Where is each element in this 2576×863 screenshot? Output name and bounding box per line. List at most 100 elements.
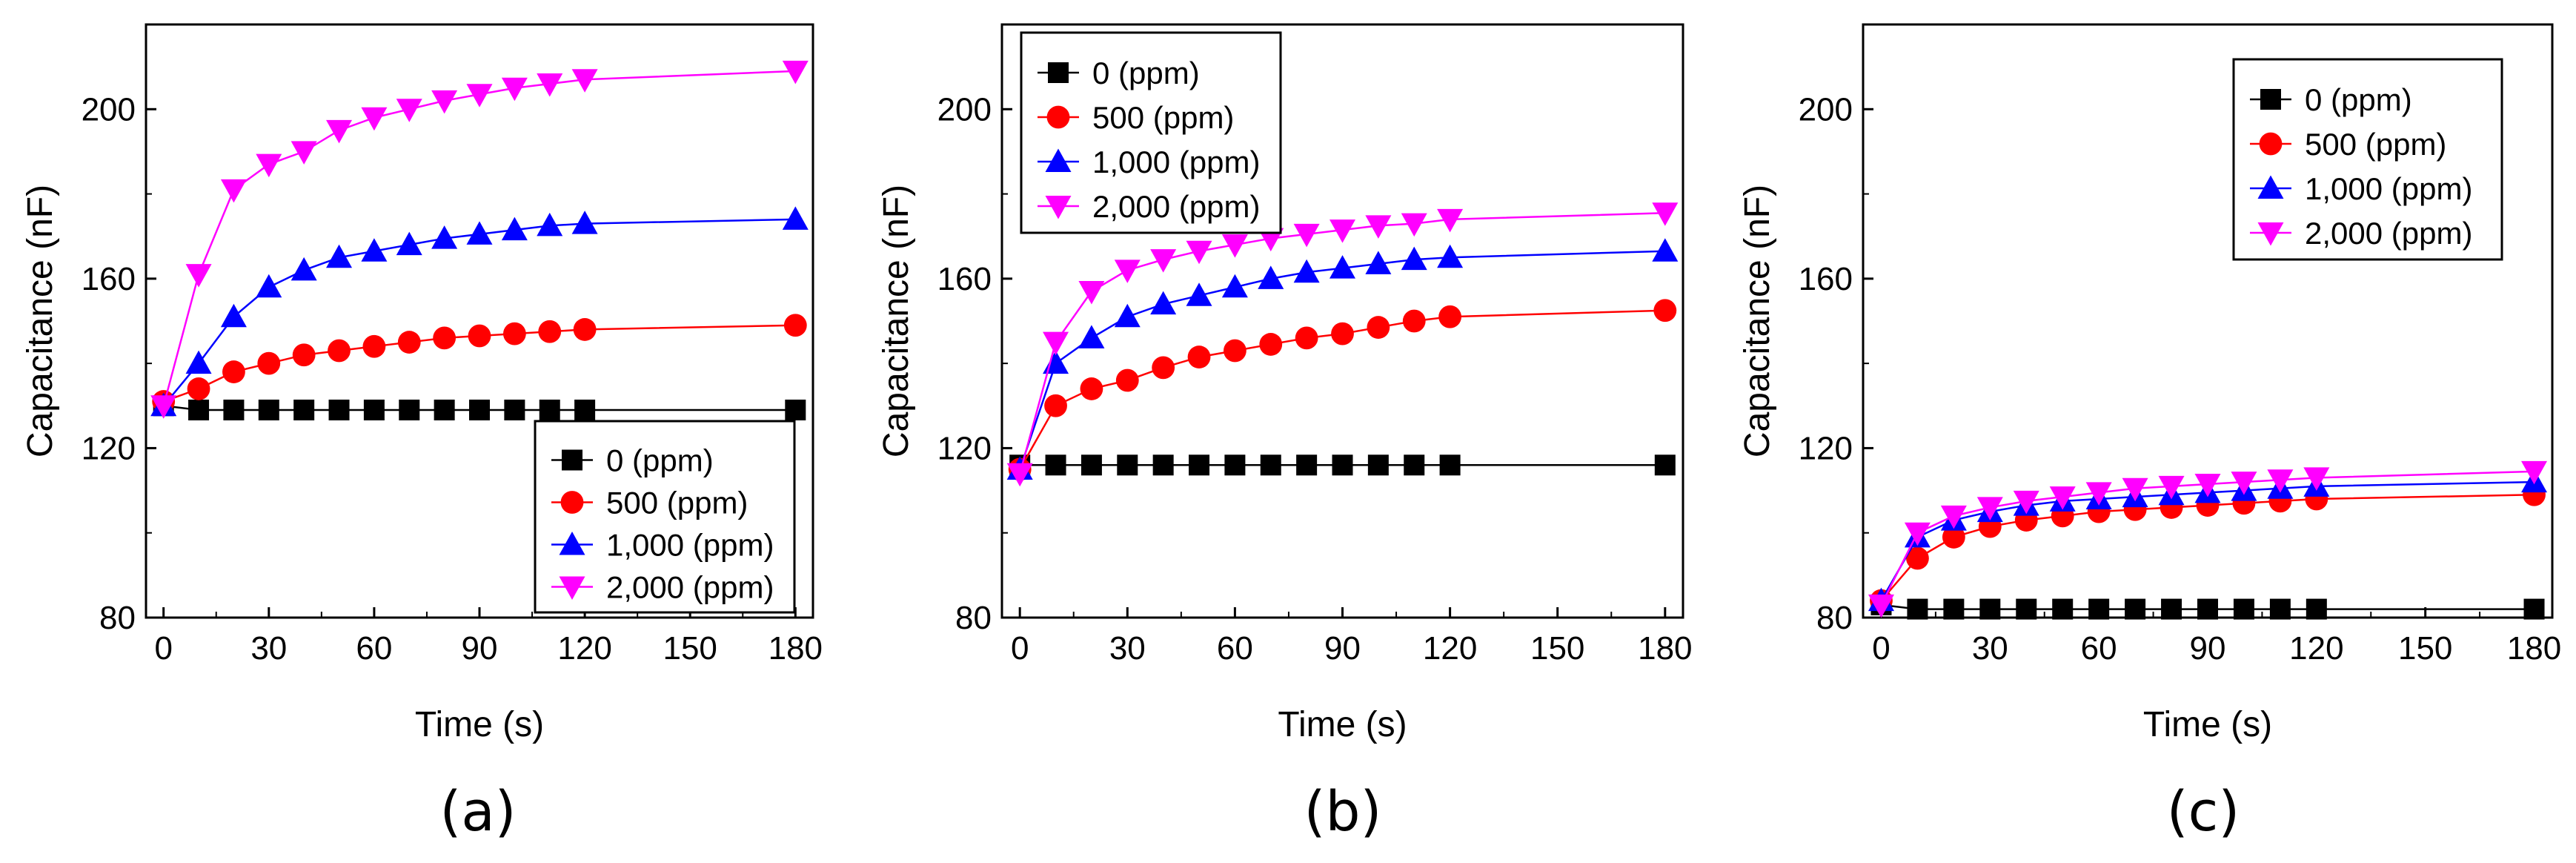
x-tick-label: 30 xyxy=(1109,630,1146,667)
legend-label: 1,000 (ppm) xyxy=(2305,171,2472,206)
data-point xyxy=(1401,213,1427,237)
legend-label: 1,000 (ppm) xyxy=(606,528,774,563)
x-tick-label: 150 xyxy=(1530,630,1584,667)
data-point xyxy=(1258,265,1284,289)
data-point xyxy=(1401,246,1427,271)
data-point xyxy=(291,257,317,281)
data-point xyxy=(1080,377,1103,400)
data-point xyxy=(1868,594,1894,618)
panel-label: (a) xyxy=(439,780,516,844)
data-point xyxy=(2194,474,2221,497)
data-point xyxy=(1331,322,1354,345)
data-point xyxy=(256,274,282,298)
data-point xyxy=(1942,526,1965,549)
data-point xyxy=(1330,255,1355,279)
legend-marker xyxy=(562,449,582,471)
x-tick-label: 180 xyxy=(2507,630,2561,667)
data-point xyxy=(396,231,422,256)
data-point xyxy=(258,400,279,420)
y-tick-label: 160 xyxy=(937,261,992,297)
x-tick-label: 90 xyxy=(462,630,498,667)
data-point xyxy=(2521,460,2548,485)
data-point xyxy=(256,153,282,178)
series-2 xyxy=(152,314,807,413)
series-1 xyxy=(1009,454,1676,476)
data-point xyxy=(1437,244,1464,268)
data-point xyxy=(150,395,177,419)
data-point xyxy=(293,400,315,420)
data-point xyxy=(188,400,210,420)
data-point xyxy=(363,400,385,420)
legend-marker xyxy=(2260,89,2281,110)
data-point xyxy=(2016,598,2037,620)
data-point xyxy=(539,400,560,420)
x-tick-label: 0 xyxy=(1872,630,1890,667)
y-tick-label: 200 xyxy=(1799,91,1853,128)
y-axis-label: Capacitance (nF) xyxy=(1738,185,1777,457)
data-point xyxy=(1043,331,1069,356)
data-point xyxy=(1152,356,1175,380)
data-point xyxy=(1115,368,1139,392)
legend-label: 1,000 (ppm) xyxy=(1092,145,1260,179)
data-point xyxy=(1221,274,1248,298)
data-point xyxy=(223,400,245,420)
series-line xyxy=(1019,250,1665,470)
data-point xyxy=(257,351,281,375)
data-point xyxy=(2122,477,2148,502)
data-point xyxy=(1295,326,1318,350)
series-2 xyxy=(1008,299,1677,481)
data-point xyxy=(328,339,351,363)
x-tick-label: 0 xyxy=(154,630,172,667)
data-point xyxy=(431,225,458,249)
legend-label: 500 (ppm) xyxy=(1092,100,1234,135)
data-point xyxy=(185,264,212,288)
data-point xyxy=(361,107,388,131)
legend-marker xyxy=(1048,62,1069,83)
data-point xyxy=(1652,238,1679,262)
data-point xyxy=(1652,202,1679,226)
legend-marker xyxy=(1045,148,1072,172)
data-point xyxy=(1223,339,1246,363)
data-point xyxy=(1365,251,1392,274)
y-tick-label: 120 xyxy=(937,430,992,466)
legend-marker xyxy=(2259,132,2283,156)
data-point xyxy=(504,400,525,420)
data-point xyxy=(1439,454,1461,476)
x-tick-label: 150 xyxy=(2398,630,2452,667)
legend: 0 (ppm) 500 (ppm) 1,000 (ppm) 2,000 (ppm) xyxy=(534,420,796,614)
data-point xyxy=(326,119,353,144)
legend-label: 500 (ppm) xyxy=(2305,127,2446,162)
data-point xyxy=(1940,505,1967,529)
chart-panel-3: 0 30 60 90 120 150 180 80 120 160 200 Time (s) Capac… xyxy=(1738,23,2561,844)
data-point xyxy=(2231,472,2257,495)
data-point xyxy=(2125,598,2146,620)
panel-label: (c) xyxy=(2167,780,2240,844)
data-point xyxy=(187,377,210,400)
data-point xyxy=(1259,333,1283,356)
data-point xyxy=(468,324,491,348)
series-4 xyxy=(150,60,809,419)
data-point xyxy=(1078,325,1105,348)
y-axis-label: Capacitance (nF) xyxy=(877,185,916,457)
data-point xyxy=(501,77,528,102)
data-point xyxy=(1044,394,1067,417)
series-line xyxy=(162,218,796,407)
data-point xyxy=(1224,454,1246,476)
data-point xyxy=(2052,598,2074,620)
data-point xyxy=(574,400,596,420)
data-point xyxy=(1404,454,1425,476)
data-point xyxy=(1150,291,1177,315)
y-tick-label: 120 xyxy=(82,430,136,466)
chart-panel-1: 0 30 60 90 120 150 180 80 120 160 200 Time (s) Capac… xyxy=(21,23,823,844)
y-tick-label: 200 xyxy=(937,91,992,128)
x-tick-label: 60 xyxy=(356,630,392,667)
data-point xyxy=(1976,497,2003,520)
data-point xyxy=(782,206,809,230)
x-tick-label: 120 xyxy=(2289,630,2343,667)
x-axis-label: Time (s) xyxy=(415,705,544,744)
data-point xyxy=(2303,467,2330,491)
data-point xyxy=(537,212,563,237)
panel-label: (b) xyxy=(1304,780,1382,844)
data-point xyxy=(2013,490,2039,515)
